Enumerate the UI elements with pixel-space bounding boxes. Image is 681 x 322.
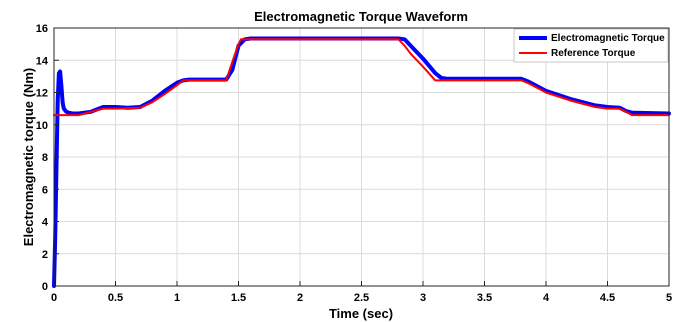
legend-label-reference-torque: Reference Torque: [551, 48, 636, 59]
legend-label-electromagnetic-torque: Electromagnetic Torque: [551, 33, 665, 44]
y-tick-label: 4: [42, 217, 49, 229]
series-layer: [52, 36, 671, 288]
y-tick-label: 2: [42, 249, 48, 261]
y-tick-label: 12: [36, 88, 48, 100]
y-tick-label: 14: [36, 55, 49, 67]
x-tick-label: 2.5: [354, 292, 369, 304]
grid-layer: [53, 27, 670, 287]
x-tick-label: 1.5: [231, 292, 246, 304]
tick-layer: [53, 27, 670, 287]
chart-title: Electromagnetic Torque Waveform: [254, 9, 468, 24]
y-tick-label: 16: [36, 23, 48, 35]
y-tick-label: 6: [42, 184, 48, 196]
y-tick-label: 0: [42, 281, 48, 293]
y-axis-label: Electromagnetic torque (Nm): [21, 68, 36, 246]
x-tick-label: 4: [543, 292, 550, 304]
x-tick-label: 0: [51, 292, 57, 304]
series-line-reference-torque: [53, 38, 670, 117]
legend-box: [513, 28, 669, 63]
y-tick-label: 8: [42, 152, 48, 164]
x-tick-label: 0.5: [108, 292, 123, 304]
y-tick-label: 10: [36, 120, 48, 132]
legend: Electromagnetic Torque Reference Torque: [513, 28, 669, 63]
x-tick-label: 1: [174, 292, 180, 304]
x-tick-label: 3: [420, 292, 426, 304]
x-tick-label: 4.5: [600, 292, 615, 304]
x-tick-label: 3.5: [477, 292, 492, 304]
x-axis-label: Time (sec): [329, 306, 393, 321]
x-tick-label: 2: [297, 292, 303, 304]
x-tick-label: 5: [666, 292, 672, 304]
